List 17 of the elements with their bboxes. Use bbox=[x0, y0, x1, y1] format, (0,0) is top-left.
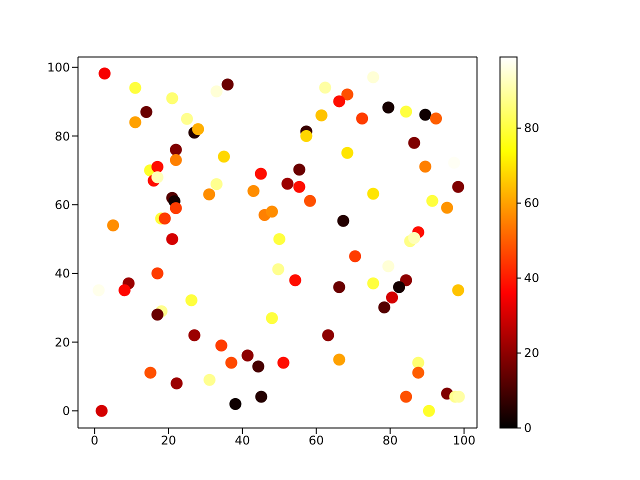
color-bar-label: 20 bbox=[524, 346, 540, 360]
color-bar-label: 60 bbox=[524, 196, 540, 210]
y-tick-label: 80 bbox=[54, 129, 70, 144]
y-tick-label: 60 bbox=[54, 198, 70, 212]
x-tick-label: 20 bbox=[160, 434, 176, 448]
y-tick-label: 20 bbox=[54, 335, 70, 350]
x-tick-label: 0 bbox=[90, 434, 98, 448]
x-tick-label: 100 bbox=[452, 434, 476, 448]
color-bar-label: 80 bbox=[524, 121, 540, 136]
color-bar-label: 0 bbox=[524, 421, 532, 435]
y-tick-label: 40 bbox=[54, 266, 70, 281]
x-tick-label: 80 bbox=[382, 434, 398, 448]
y-tick-label: 0 bbox=[62, 404, 70, 418]
x-tick-label: 60 bbox=[308, 434, 324, 448]
x-tick-label: 40 bbox=[234, 434, 250, 448]
color-bar-label: 40 bbox=[524, 271, 540, 286]
y-tick-label: 100 bbox=[47, 60, 70, 75]
